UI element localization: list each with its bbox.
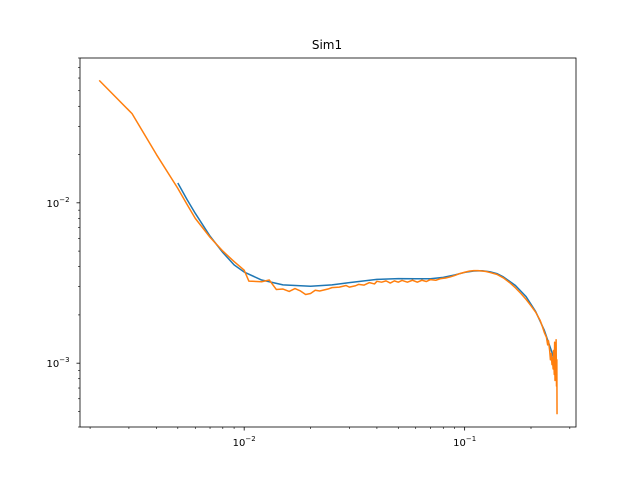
chart-title: Sim1 [312, 38, 342, 52]
plot-frame [79, 57, 577, 428]
y-tick-label: 10−3 [46, 356, 69, 370]
series-layer [98, 79, 558, 415]
series-line-2 [98, 79, 558, 415]
x-tick-label: 10−2 [233, 435, 256, 449]
x-axis: 10−2 10−1 [89, 427, 571, 449]
x-tick-label: 10−1 [453, 435, 476, 449]
y-axis: 10−3 10−2 [46, 57, 80, 428]
y-tick-label: 10−2 [46, 196, 69, 210]
series-line-1 [177, 182, 558, 375]
